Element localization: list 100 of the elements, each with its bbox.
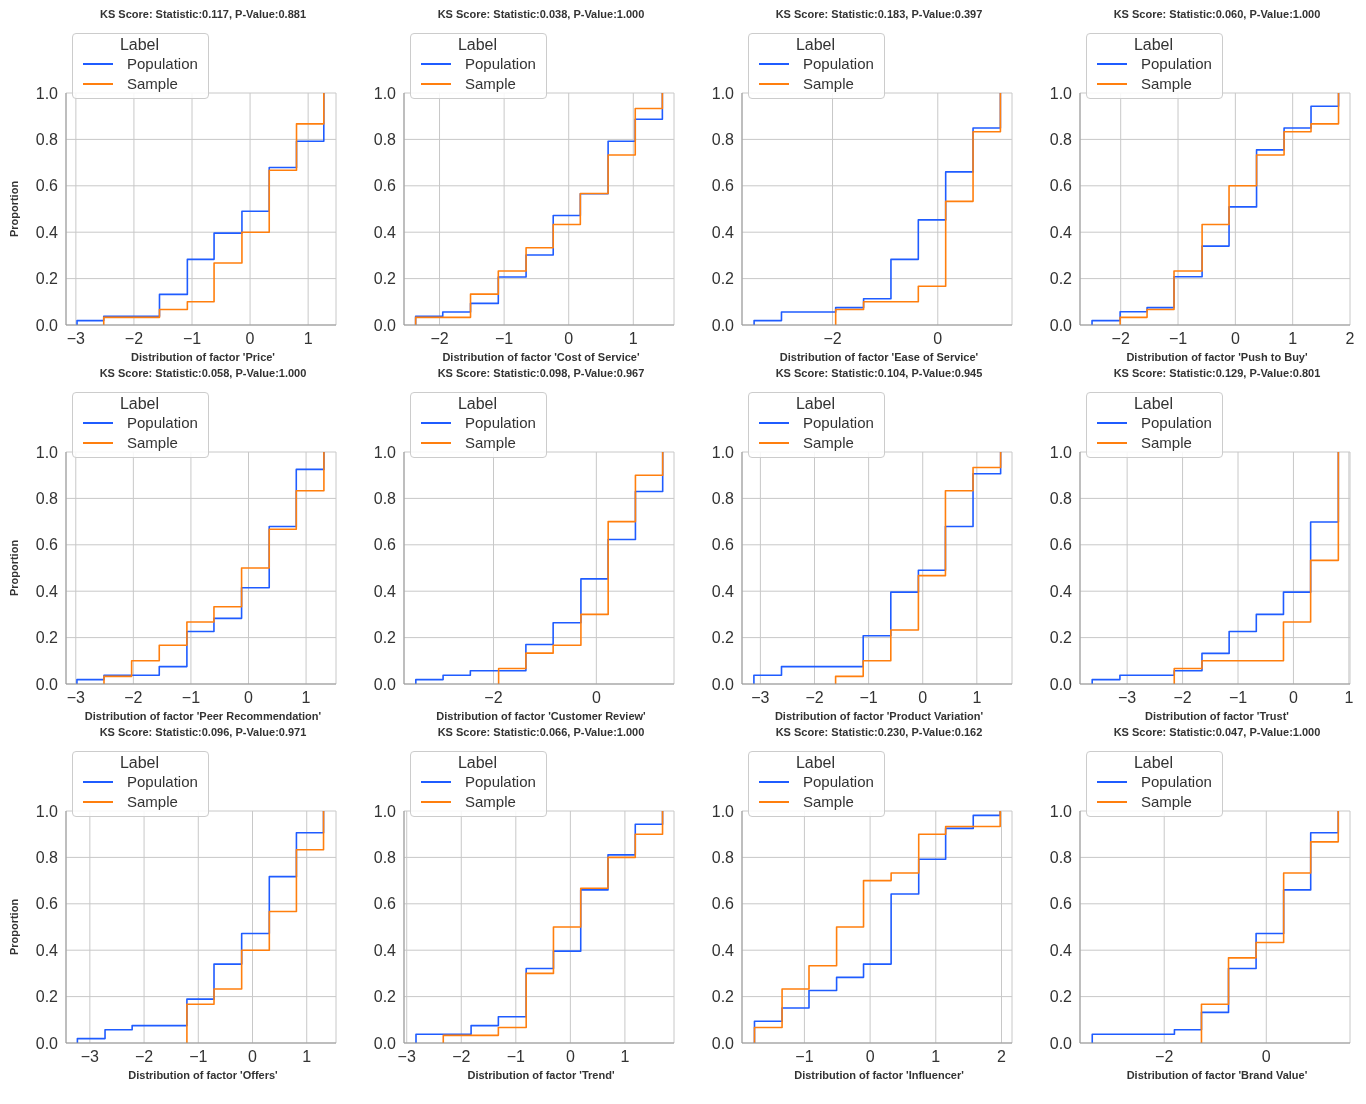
- y-tick-label: 0.0: [711, 1034, 735, 1052]
- y-tick-label: 1.0: [711, 443, 735, 461]
- x-tick-label: 0: [865, 1048, 875, 1066]
- y-tick-label: 0.0: [1049, 316, 1073, 334]
- y-tick-label: 0.0: [1049, 675, 1073, 693]
- x-tick-label: 1: [302, 1048, 312, 1066]
- x-tick-label: −2: [484, 689, 503, 707]
- x-tick-label: −3: [66, 689, 86, 707]
- legend-label: Population: [1141, 54, 1212, 74]
- y-tick-label: 1.0: [1049, 84, 1073, 102]
- y-tick-label: 0.2: [35, 629, 59, 647]
- y-tick-label: 0.4: [1049, 582, 1073, 600]
- legend-title: Label: [456, 36, 499, 54]
- x-axis-title: Distribution of factor 'Peer Recommendation': [83, 710, 323, 723]
- legend-label: Population: [465, 54, 536, 74]
- chart-title: KS Score: Statistic:0.117, P-Value:0.881: [98, 8, 307, 21]
- x-axis-title: Distribution of factor 'Brand Value': [1125, 1069, 1309, 1082]
- y-tick-label: 0.0: [373, 1034, 397, 1052]
- y-tick-label: 1.0: [711, 802, 735, 820]
- x-tick-label: −2: [1111, 330, 1130, 348]
- y-tick-label: 0.2: [1049, 988, 1073, 1006]
- x-tick-label: −1: [859, 689, 878, 707]
- y-tick-label: 0.0: [35, 1034, 59, 1052]
- x-tick-label: −1: [1228, 689, 1248, 707]
- x-tick-label: −2: [805, 689, 824, 707]
- legend-label: Population: [465, 413, 536, 433]
- y-tick-label: 0.6: [711, 536, 735, 554]
- y-tick-label: 0.0: [711, 316, 735, 334]
- y-tick-label: 0.2: [35, 270, 59, 288]
- y-tick-label: 1.0: [711, 84, 735, 102]
- legend-label: Sample: [803, 792, 854, 812]
- y-tick-label: 0.8: [373, 490, 397, 508]
- y-axis-title: Proportion: [7, 898, 20, 956]
- y-tick-label: 1.0: [35, 802, 59, 820]
- x-tick-label: 0: [245, 330, 255, 348]
- legend-label: Sample: [465, 74, 516, 94]
- y-tick-label: 0.6: [35, 895, 59, 913]
- y-tick-label: 0.4: [35, 223, 59, 241]
- legend-title: Label: [794, 754, 837, 772]
- y-tick-label: 0.6: [373, 895, 397, 913]
- x-tick-label: 0: [244, 689, 254, 707]
- x-tick-label: −2: [124, 689, 143, 707]
- x-tick-label: −3: [397, 1048, 416, 1066]
- chart-title: KS Score: Statistic:0.038, P-Value:1.000: [436, 8, 646, 21]
- y-tick-label: 0.4: [711, 223, 735, 241]
- x-tick-label: 0: [1289, 689, 1298, 707]
- x-tick-label: −2: [430, 330, 449, 348]
- legend-label: Sample: [1141, 74, 1192, 94]
- y-tick-label: 1.0: [1049, 443, 1073, 461]
- x-tick-label: 1: [1344, 689, 1354, 707]
- legend-label: Population: [127, 772, 198, 792]
- legend-label: Population: [803, 772, 874, 792]
- y-tick-label: 1.0: [1049, 802, 1073, 820]
- x-axis-title: Distribution of factor 'Cost of Service': [441, 351, 641, 364]
- y-tick-label: 1.0: [35, 443, 59, 461]
- y-tick-label: 0.8: [373, 849, 397, 867]
- legend-label: Population: [803, 413, 874, 433]
- x-tick-label: −3: [66, 330, 86, 348]
- y-tick-label: 0.8: [1049, 131, 1073, 149]
- x-tick-label: 0: [565, 1048, 575, 1066]
- y-tick-label: 0.4: [35, 582, 59, 600]
- x-tick-label: −1: [189, 1048, 208, 1066]
- legend-label: Sample: [1141, 792, 1192, 812]
- x-tick-label: 0: [1230, 330, 1240, 348]
- x-axis-title: Distribution of factor 'Ease of Service': [778, 351, 980, 364]
- x-tick-label: −1: [1168, 330, 1188, 348]
- x-tick-label: −1: [182, 330, 202, 348]
- chart-title: KS Score: Statistic:0.230, P-Value:0.162: [774, 726, 984, 739]
- legend-label: Population: [127, 54, 198, 74]
- x-tick-label: 1: [301, 689, 311, 707]
- x-tick-label: 1: [628, 330, 638, 348]
- y-tick-label: 0.6: [373, 177, 397, 195]
- legend-title: Label: [1132, 395, 1175, 413]
- y-tick-label: 0.2: [711, 988, 735, 1006]
- y-tick-label: 0.4: [711, 582, 735, 600]
- x-axis-title: Distribution of factor 'Price': [130, 351, 276, 364]
- x-tick-label: −2: [823, 330, 842, 348]
- y-tick-label: 0.2: [711, 629, 735, 647]
- y-tick-label: 0.6: [373, 536, 397, 554]
- y-tick-label: 0.0: [1049, 1034, 1073, 1052]
- y-tick-label: 0.0: [35, 316, 59, 334]
- y-tick-label: 0.8: [711, 131, 735, 149]
- legend-label: Population: [465, 772, 536, 792]
- legend-title: Label: [118, 754, 161, 772]
- x-tick-label: −1: [494, 330, 514, 348]
- y-axis-title: Proportion: [7, 180, 20, 238]
- y-tick-label: 0.6: [1049, 536, 1073, 554]
- y-tick-label: 0.2: [711, 270, 735, 288]
- chart-title: KS Score: Statistic:0.047, P-Value:1.000: [1112, 726, 1322, 739]
- y-tick-label: 0.0: [35, 675, 59, 693]
- legend-title: Label: [1132, 754, 1175, 772]
- y-tick-label: 0.2: [373, 988, 397, 1006]
- x-tick-label: 1: [303, 330, 313, 348]
- y-tick-label: 0.0: [711, 675, 735, 693]
- y-tick-label: 0.2: [373, 629, 397, 647]
- legend-label: Population: [803, 54, 874, 74]
- y-tick-label: 0.2: [1049, 270, 1073, 288]
- legend-title: Label: [794, 395, 837, 413]
- legend-label: Sample: [465, 792, 516, 812]
- y-tick-label: 1.0: [373, 84, 397, 102]
